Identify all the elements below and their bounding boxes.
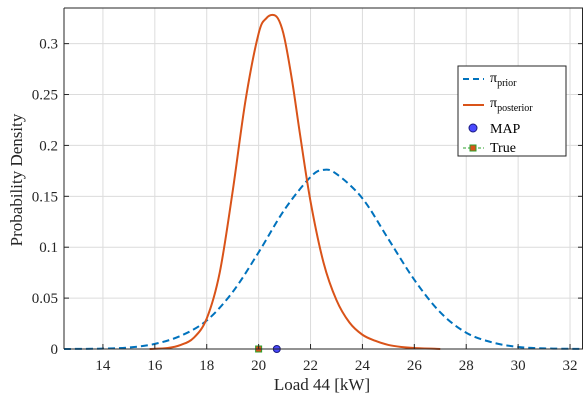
x-tick-label: 26 [407, 358, 423, 374]
prior-curve [63, 168, 583, 350]
series-layer [63, 13, 583, 350]
legend-swatch-map [468, 123, 478, 133]
x-tick-label: 14 [95, 358, 111, 374]
x-tick-label: 22 [303, 358, 318, 374]
x-tick-label: 24 [355, 358, 371, 374]
y-tick-label: 0.05 [32, 291, 58, 307]
legend-swatch-true [469, 144, 477, 152]
legend-label-true: True [490, 141, 516, 156]
x-tick-label: 18 [199, 358, 214, 374]
x-axis-title: Load 44 [kW] [274, 375, 370, 394]
y-tick-label: 0.15 [32, 189, 58, 205]
y-tick-label: 0.3 [39, 37, 58, 53]
y-tick-label: 0.2 [39, 138, 58, 154]
y-tick-label: 0 [51, 342, 59, 358]
grid [64, 8, 583, 350]
x-tick-label: 16 [147, 358, 163, 374]
y-tick-label: 0.1 [39, 240, 58, 256]
x-tick-label: 20 [251, 358, 266, 374]
ticks: 14 16 18 20 22 24 26 28 30 32 0 0.05 0.1 0.15 0.2 0.25 0… [32, 37, 583, 374]
y-axis-title: Probability Density [7, 113, 26, 246]
y-tick-label: 0.25 [32, 88, 58, 104]
x-tick-label: 28 [459, 358, 474, 374]
legend-label-prior: πprior [490, 71, 517, 89]
legend-box [457, 65, 567, 157]
x-tick-label: 32 [563, 358, 578, 374]
legend: πprior πposterior MAP True [457, 65, 567, 157]
x-tick-label: 30 [511, 358, 526, 374]
posterior-curve [149, 13, 441, 350]
legend-label-posterior: πposterior [490, 96, 533, 114]
legend-label-map: MAP [490, 122, 521, 137]
